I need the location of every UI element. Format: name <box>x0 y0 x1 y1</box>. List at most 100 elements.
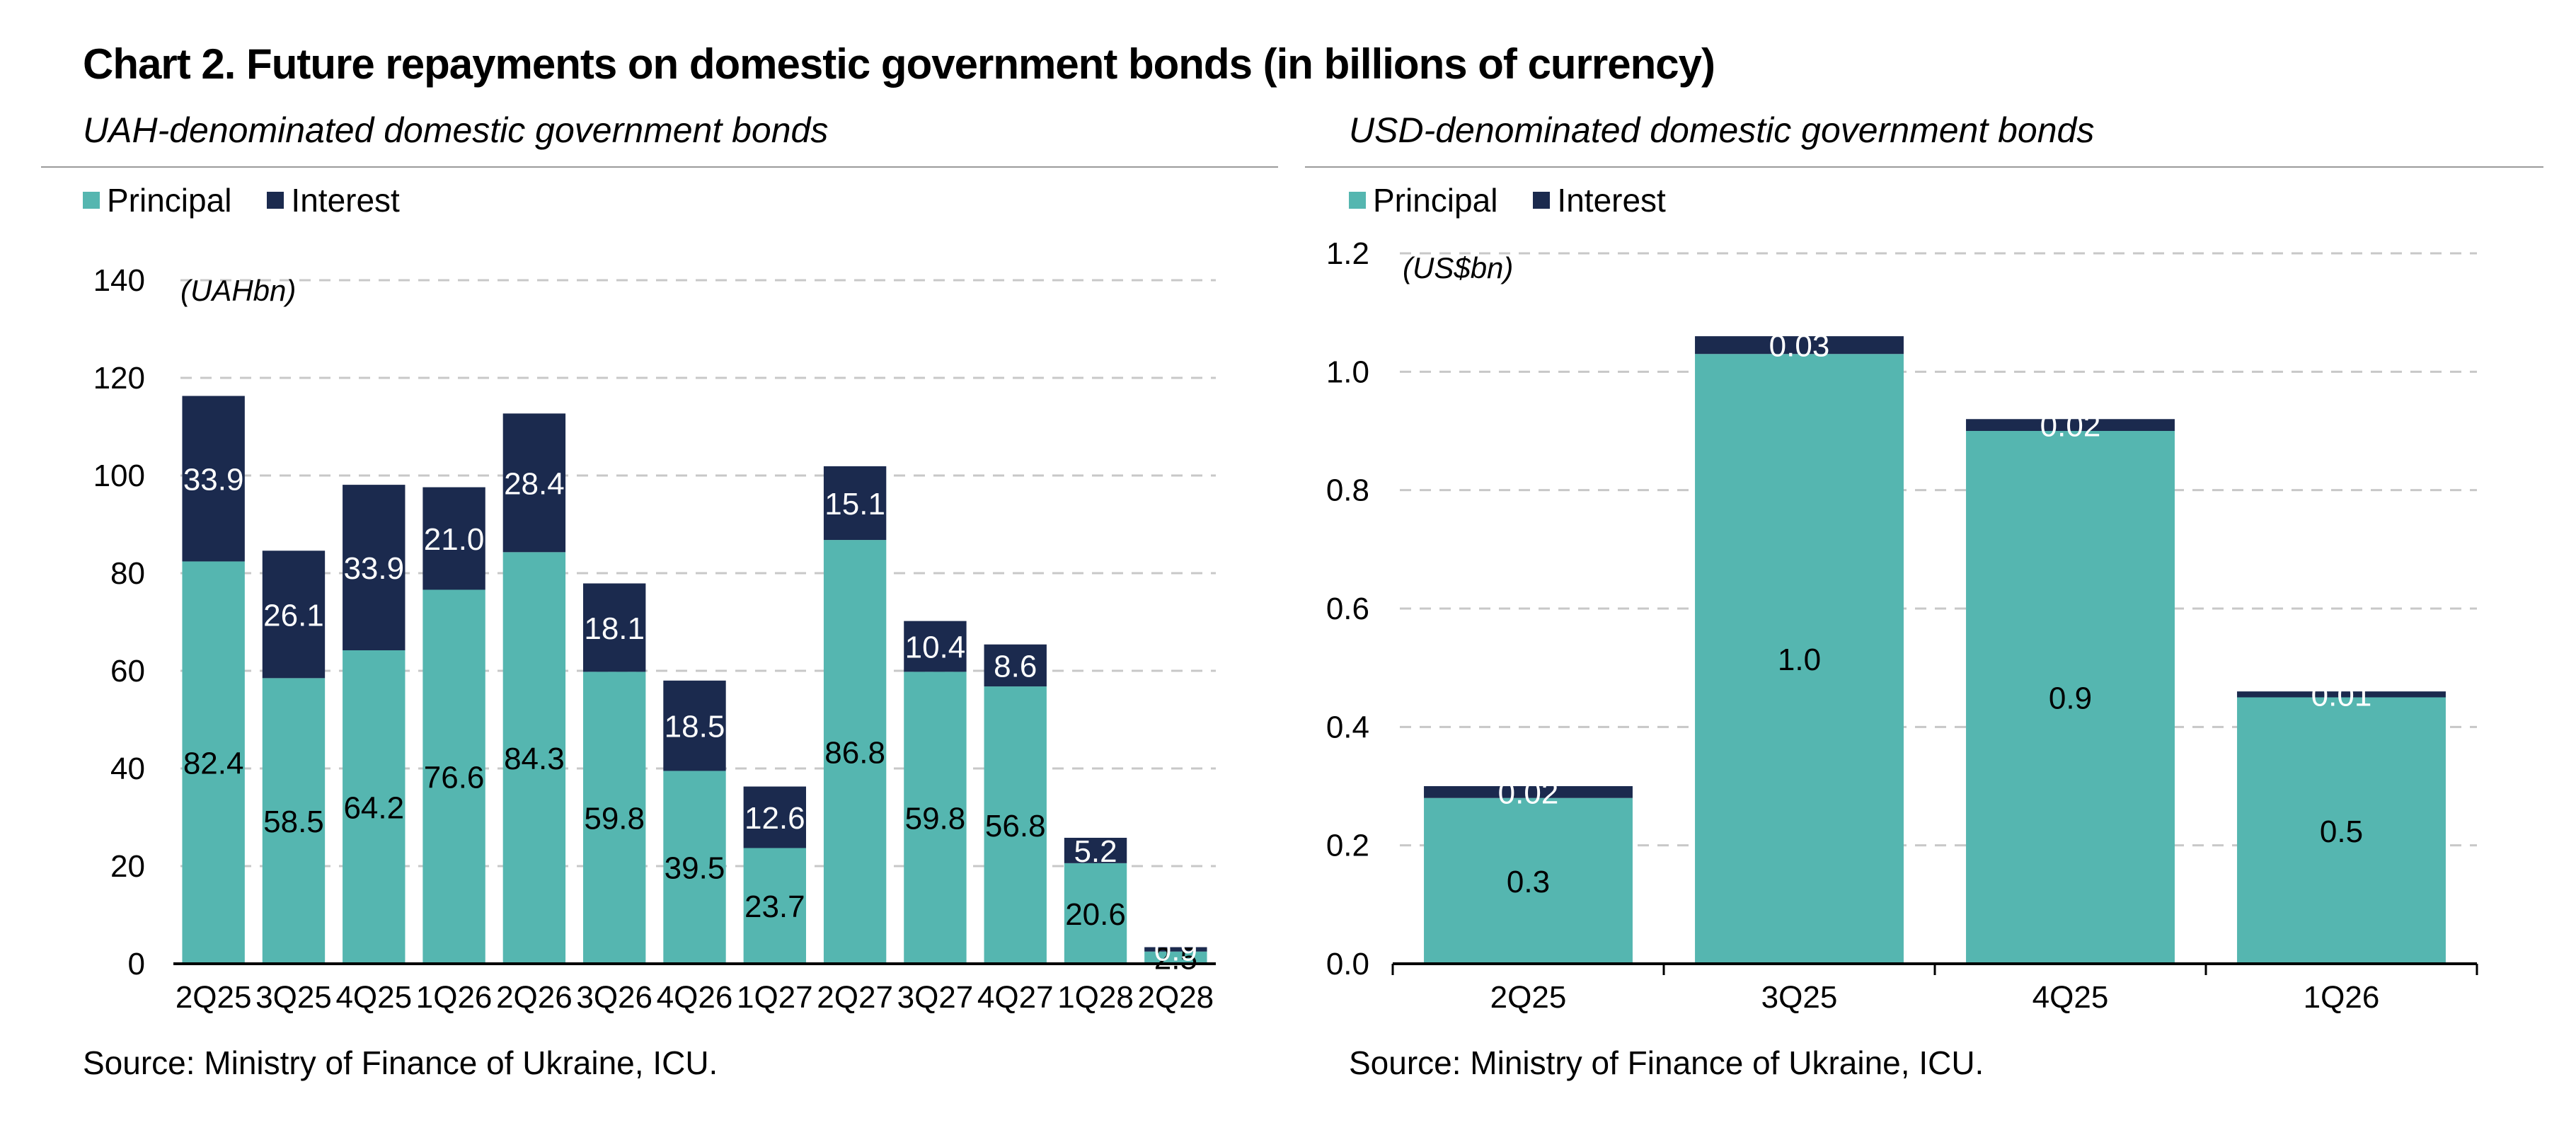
uah-principal-value-label: 2.5 <box>1154 941 1197 976</box>
uah-bar-interest <box>984 644 1047 687</box>
usd-legend: Principal Interest <box>1349 179 1701 221</box>
uah-bar-interest <box>583 583 646 672</box>
uah-ytick-label: 20 <box>110 849 145 884</box>
usd-unit-label: (US$bn) <box>1403 251 1513 284</box>
usd-title-rule <box>1305 166 2543 168</box>
uah-legend: Principal Interest <box>83 179 435 221</box>
uah-interest-value-label: 8.6 <box>994 649 1037 684</box>
uah-ytick-label: 40 <box>110 751 145 786</box>
uah-interest-value-label: 33.9 <box>183 462 244 497</box>
usd-ytick-label: 1.0 <box>1326 355 1369 389</box>
uah-bar-interest <box>343 485 406 651</box>
uah-bar-principal <box>823 540 887 964</box>
uah-principal-value-label: 86.8 <box>824 736 885 771</box>
usd-legend-principal: Principal <box>1349 181 1497 219</box>
uah-ytick-label: 120 <box>93 361 145 396</box>
usd-interest-value-label: 0.02 <box>2040 409 2101 444</box>
uah-bar-interest <box>743 786 806 848</box>
uah-bar-interest <box>904 621 967 672</box>
usd-bar-principal <box>1966 431 2175 964</box>
uah-bar-principal <box>422 589 485 964</box>
uah-bar-principal <box>663 771 726 964</box>
usd-ytick-label: 0.8 <box>1326 473 1369 508</box>
interest-swatch-icon <box>267 192 284 209</box>
uah-bar-interest <box>663 680 726 771</box>
uah-interest-value-label: 18.5 <box>665 710 725 744</box>
uah-category-label: 3Q26 <box>576 980 652 1015</box>
uah-category-label: 4Q27 <box>977 980 1054 1015</box>
uah-category-label: 2Q28 <box>1138 980 1214 1015</box>
usd-interest-value-label: 0.03 <box>1769 329 1830 364</box>
uah-principal-value-label: 59.8 <box>584 802 645 836</box>
usd-ytick-label: 1.2 <box>1326 236 1369 271</box>
usd-principal-value-label: 0.9 <box>2049 681 2092 716</box>
uah-bar-interest <box>182 396 245 562</box>
uah-principal-value-label: 64.2 <box>343 791 404 826</box>
uah-bar-interest <box>823 466 887 541</box>
uah-category-label: 3Q25 <box>255 980 332 1015</box>
uah-principal-value-label: 84.3 <box>504 742 565 776</box>
uah-principal-value-label: 56.8 <box>985 809 1046 843</box>
usd-bar-interest <box>1424 786 1633 798</box>
uah-category-label: 1Q28 <box>1057 980 1134 1015</box>
interest-swatch-icon <box>1533 192 1551 209</box>
usd-bar-interest <box>2237 691 2446 698</box>
uah-interest-value-label: 5.2 <box>1074 834 1117 869</box>
usd-category-label: 1Q26 <box>2304 980 2380 1015</box>
usd-legend-interest-label: Interest <box>1557 182 1666 219</box>
uah-legend-principal-label: Principal <box>107 182 232 219</box>
uah-ytick-label: 60 <box>110 654 145 689</box>
usd-bar-principal <box>1695 354 1904 964</box>
uah-interest-value-label: 0.9 <box>1154 933 1197 968</box>
uah-bar-principal <box>984 686 1047 964</box>
usd-principal-value-label: 0.5 <box>2320 814 2363 849</box>
usd-category-label: 2Q25 <box>1490 980 1567 1015</box>
uah-unit-label: (UAHbn) <box>180 274 296 307</box>
uah-bar-principal <box>502 552 566 964</box>
uah-principal-value-label: 82.4 <box>183 747 244 781</box>
principal-swatch-icon <box>1349 192 1366 209</box>
uah-category-label: 3Q27 <box>897 980 974 1015</box>
uah-bar-principal <box>1064 863 1127 964</box>
uah-interest-value-label: 12.6 <box>744 801 805 836</box>
uah-bar-interest <box>1064 837 1127 863</box>
uah-principal-value-label: 58.5 <box>263 805 324 839</box>
uah-category-label: 2Q25 <box>176 980 252 1015</box>
usd-legend-interest: Interest <box>1533 181 1666 219</box>
uah-bar-interest <box>262 551 326 679</box>
uah-bar-principal <box>583 672 646 964</box>
uah-principal-value-label: 20.6 <box>1065 897 1126 932</box>
uah-interest-value-label: 21.0 <box>424 522 485 557</box>
usd-bar-principal <box>1424 797 1633 964</box>
uah-interest-value-label: 10.4 <box>905 630 966 665</box>
uah-interest-value-label: 18.1 <box>584 611 645 646</box>
uah-interest-value-label: 28.4 <box>504 466 565 501</box>
uah-ytick-label: 100 <box>93 459 145 493</box>
usd-source-note: Source: Ministry of Finance of Ukraine, … <box>1349 1044 1984 1081</box>
uah-bar-principal <box>743 848 806 964</box>
uah-interest-value-label: 33.9 <box>343 551 404 586</box>
usd-interest-value-label: 0.02 <box>1498 776 1559 810</box>
uah-bar-interest <box>422 487 485 590</box>
uah-chart-subtitle: UAH-denominated domestic government bond… <box>83 110 829 150</box>
uah-principal-value-label: 23.7 <box>744 889 805 924</box>
uah-principal-value-label: 39.5 <box>665 851 725 886</box>
usd-ytick-label: 0.2 <box>1326 829 1369 863</box>
uah-bar-principal <box>1144 951 1207 964</box>
usd-ytick-label: 0.4 <box>1326 710 1369 744</box>
uah-category-label: 2Q26 <box>496 980 573 1015</box>
uah-bar-principal <box>343 650 406 964</box>
uah-interest-value-label: 15.1 <box>824 487 885 522</box>
uah-category-label: 1Q27 <box>737 980 813 1015</box>
usd-principal-value-label: 1.0 <box>1778 643 1821 677</box>
usd-category-label: 3Q25 <box>1761 980 1838 1015</box>
usd-principal-value-label: 0.3 <box>1507 865 1550 899</box>
uah-legend-interest: Interest <box>267 181 400 219</box>
uah-principal-value-label: 76.6 <box>424 761 485 795</box>
uah-legend-interest-label: Interest <box>291 182 400 219</box>
uah-ytick-label: 140 <box>93 263 145 298</box>
uah-interest-value-label: 26.1 <box>263 598 324 633</box>
uah-ytick-label: 80 <box>110 556 145 591</box>
